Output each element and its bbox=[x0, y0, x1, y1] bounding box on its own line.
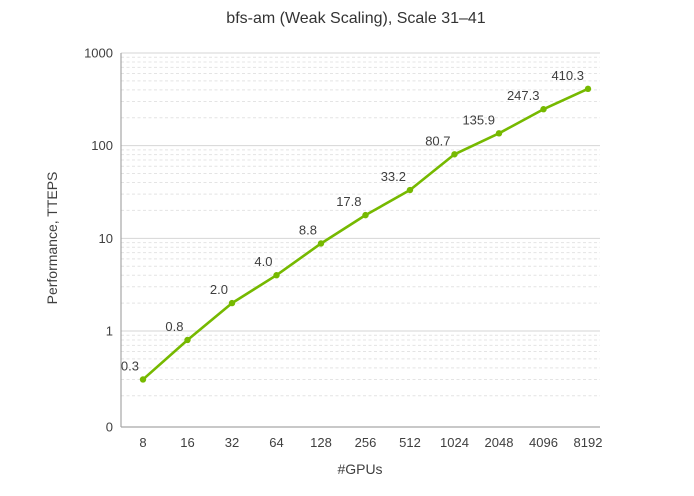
data-point bbox=[228, 299, 236, 307]
x-tick-label: 32 bbox=[225, 435, 239, 450]
data-point-label: 135.9 bbox=[462, 112, 495, 127]
x-tick-label: 2048 bbox=[485, 435, 514, 450]
y-tick-label: 1 bbox=[106, 324, 113, 339]
series-line bbox=[141, 87, 590, 381]
data-point-label: 17.8 bbox=[336, 194, 361, 209]
y-axis-title: Performance, TTEPS bbox=[44, 172, 60, 305]
major-gridlines bbox=[121, 52, 600, 332]
x-tick-label: 512 bbox=[399, 435, 421, 450]
data-point bbox=[451, 151, 458, 158]
x-tick-label: 256 bbox=[355, 435, 377, 450]
minor-gridlines bbox=[121, 56, 600, 397]
y-tick-label: 10 bbox=[99, 231, 113, 246]
data-point-label: 247.3 bbox=[507, 88, 540, 103]
x-tick-label: 1024 bbox=[440, 435, 469, 450]
x-tick-labels: 8 16 32 64 128 256 512 1024 2048 4096 8192 bbox=[139, 435, 602, 450]
x-axis-title: #GPUs bbox=[337, 461, 382, 477]
data-point-label: 4.0 bbox=[254, 254, 272, 269]
data-point-label: 0.8 bbox=[165, 319, 183, 334]
x-tick-label: 8192 bbox=[574, 435, 603, 450]
data-point-label: 0.3 bbox=[121, 358, 139, 373]
data-point bbox=[362, 211, 369, 219]
x-tick-label: 128 bbox=[310, 435, 332, 450]
x-tick-label: 8 bbox=[139, 435, 146, 450]
data-point-label: 2.0 bbox=[210, 282, 228, 297]
axis-lines bbox=[120, 53, 600, 428]
data-point bbox=[317, 240, 325, 247]
chart-title: bfs-am (Weak Scaling), Scale 31–41 bbox=[226, 10, 485, 27]
y-tick-label: 1000 bbox=[84, 45, 113, 60]
data-point bbox=[540, 106, 547, 113]
data-point bbox=[184, 336, 191, 344]
data-point bbox=[495, 130, 503, 137]
data-point-label: 33.2 bbox=[381, 169, 406, 184]
data-point-labels: 0.3 0.8 2.0 4.0 8.8 17.8 33.2 80.7 135.9 247.3 410… bbox=[121, 68, 584, 374]
x-tick-label: 64 bbox=[269, 435, 283, 450]
y-tick-label: 100 bbox=[91, 138, 113, 153]
data-point-label: 80.7 bbox=[425, 133, 450, 148]
data-point bbox=[273, 272, 280, 279]
x-tick-label: 4096 bbox=[529, 435, 558, 450]
data-point-label: 410.3 bbox=[551, 68, 584, 83]
data-point-label: 8.8 bbox=[299, 222, 317, 237]
data-point bbox=[584, 85, 592, 93]
data-series bbox=[139, 85, 592, 383]
x-tick-label: 16 bbox=[180, 435, 194, 450]
y-tick-label: 0 bbox=[106, 420, 113, 435]
data-point bbox=[139, 376, 147, 383]
data-point bbox=[406, 186, 414, 194]
